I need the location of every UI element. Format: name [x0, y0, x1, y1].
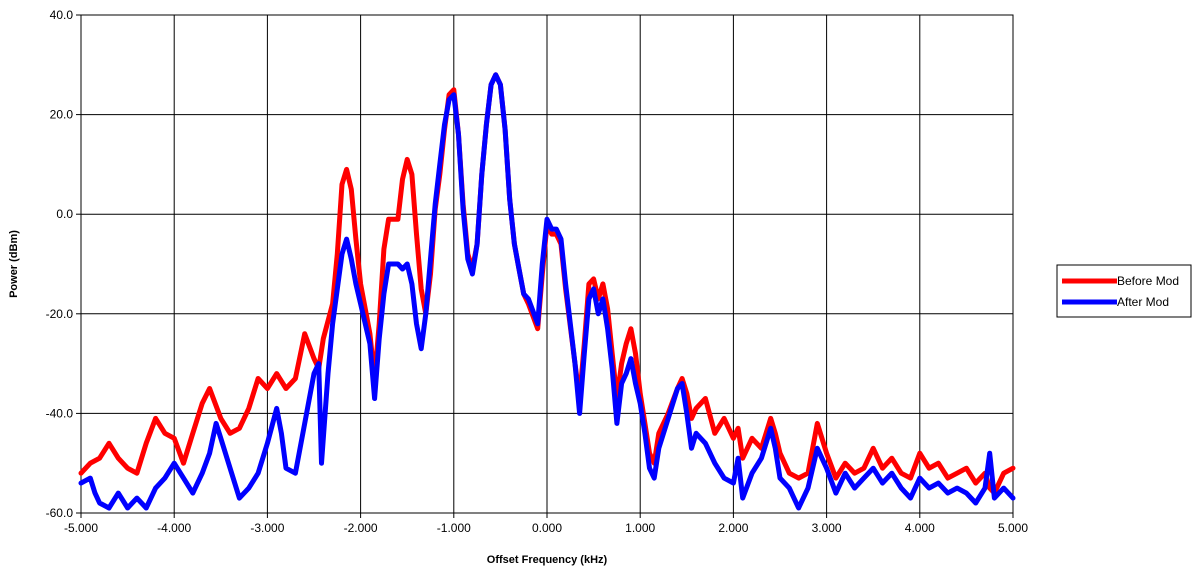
x-tick-label: 1.000	[625, 521, 655, 535]
y-tick-label: -40.0	[46, 406, 74, 420]
series-line-after-mod	[78, 72, 1016, 511]
x-tick-label: -2.000	[344, 521, 378, 535]
x-axis-title: Offset Frequency (kHz)	[487, 554, 608, 566]
x-axis-ticks: -5.000 -4.000 -3.000 -2.000 -1.000 0.000 1.000…	[64, 513, 1028, 535]
x-tick-label: 5.000	[998, 521, 1028, 535]
grid-lines	[81, 15, 1013, 513]
x-tick-label: 0.000	[532, 521, 562, 535]
x-tick-label: 3.000	[812, 521, 842, 535]
x-tick-label: -4.000	[157, 521, 191, 535]
y-tick-label: -60.0	[46, 506, 74, 520]
legend: Before Mod After Mod	[1056, 264, 1192, 318]
y-tick-label: -20.0	[46, 307, 74, 321]
series-lines	[78, 72, 1016, 511]
y-tick-label: 0.0	[56, 207, 73, 221]
x-tick-label: -5.000	[64, 521, 98, 535]
legend-box	[1056, 264, 1192, 318]
x-tick-label: -1.000	[437, 521, 471, 535]
y-axis-title: Power (dBm)	[8, 230, 20, 298]
x-tick-label: 2.000	[718, 521, 748, 535]
y-axis-ticks: -60.0 -40.0 -20.0 0.0 20.0 40.0	[46, 8, 81, 520]
legend-label-before-mod: Before Mod	[1117, 274, 1179, 288]
x-tick-label: 4.000	[905, 521, 935, 535]
y-tick-label: 20.0	[50, 108, 74, 122]
x-tick-label: -3.000	[250, 521, 284, 535]
legend-label-after-mod: After Mod	[1117, 295, 1169, 309]
y-tick-label: 40.0	[50, 8, 74, 22]
